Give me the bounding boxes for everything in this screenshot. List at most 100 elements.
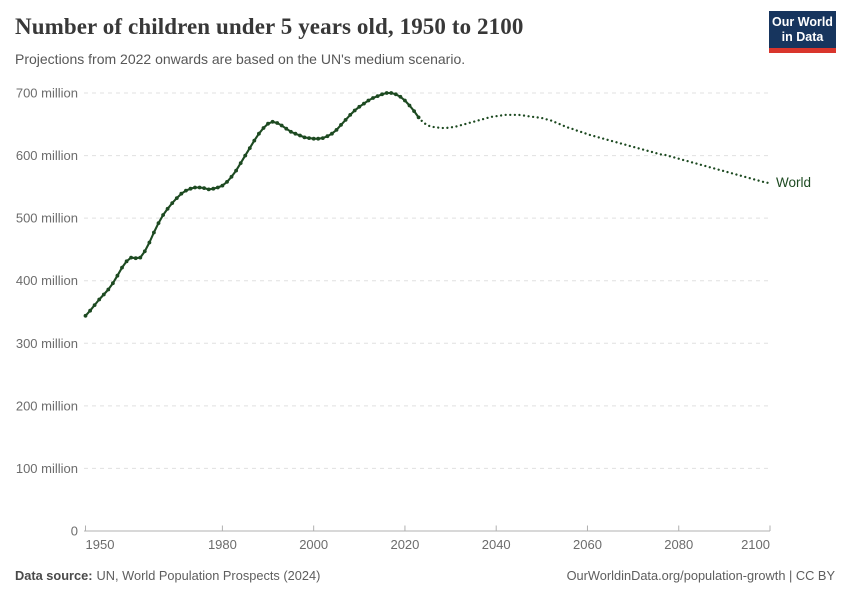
data-point-marker	[152, 230, 156, 235]
data-point-marker	[371, 96, 375, 100]
data-point-marker	[142, 249, 147, 254]
data-source-note: Data source: UN, World Population Prospec…	[15, 568, 320, 583]
data-point-marker	[298, 133, 302, 138]
data-point-marker	[412, 109, 416, 113]
data-point-marker	[320, 136, 325, 141]
data-point-marker	[279, 123, 284, 128]
data-point-marker	[161, 213, 166, 217]
data-point-marker	[261, 126, 266, 130]
data-point-marker	[124, 259, 129, 264]
data-point-marker	[348, 113, 353, 117]
y-tick-label: 100 million	[16, 461, 78, 476]
data-point-marker	[184, 188, 188, 193]
data-source-label: Data source:	[15, 568, 93, 583]
x-tick-label: 2060	[573, 537, 602, 552]
data-point-marker	[225, 180, 229, 184]
data-point-marker	[215, 185, 220, 190]
data-point-marker	[257, 131, 261, 136]
series-line-projected[interactable]	[417, 113, 772, 185]
data-point-marker	[343, 118, 348, 122]
data-point-marker	[174, 196, 179, 201]
data-point-marker	[375, 94, 380, 98]
data-point-marker	[398, 94, 403, 99]
owid-logo-line1: Our World	[772, 15, 833, 29]
data-point-marker	[101, 292, 106, 297]
data-point-marker	[111, 281, 115, 286]
data-point-marker	[97, 297, 102, 302]
x-tick-label: 2040	[482, 537, 511, 552]
data-point-marker	[380, 92, 384, 97]
data-point-marker	[352, 108, 357, 113]
data-point-marker	[330, 131, 334, 136]
data-point-marker	[165, 206, 170, 211]
data-point-marker	[339, 123, 343, 127]
data-point-marker	[188, 186, 193, 191]
owid-logo[interactable]: Our World in Data	[769, 11, 836, 53]
data-point-marker	[83, 313, 88, 318]
y-tick-label: 300 million	[16, 336, 78, 351]
data-point-marker	[234, 168, 239, 173]
owid-logo-text: Our World in Data	[769, 11, 836, 48]
data-point-marker	[243, 153, 248, 158]
data-point-marker	[362, 101, 366, 106]
data-point-marker	[106, 287, 111, 292]
data-point-marker	[156, 221, 161, 226]
page-title: Number of children under 5 years old, 19…	[15, 14, 524, 39]
data-point-marker	[289, 129, 293, 134]
data-point-marker	[197, 185, 202, 190]
data-point-marker	[147, 240, 152, 245]
x-tick-label: 1980	[208, 537, 237, 552]
data-point-marker	[211, 186, 216, 191]
chart-subtitle: Projections from 2022 onwards are based …	[15, 51, 466, 67]
data-point-marker	[307, 136, 311, 141]
chart-footer: Data source: UN, World Population Prospec…	[15, 568, 835, 583]
data-point-marker	[206, 187, 211, 192]
data-point-marker	[334, 127, 339, 132]
data-point-marker	[220, 183, 225, 188]
data-point-marker	[293, 131, 298, 136]
data-point-marker	[229, 174, 234, 179]
data-point-marker	[202, 186, 207, 191]
data-point-marker	[238, 161, 243, 166]
y-tick-label: 200 million	[16, 398, 78, 413]
data-point-marker	[138, 255, 143, 260]
data-point-marker	[120, 265, 124, 270]
data-point-marker	[403, 98, 407, 103]
data-point-marker	[302, 135, 307, 140]
data-point-marker	[366, 98, 371, 103]
y-tick-label: 600 million	[16, 148, 78, 163]
data-point-marker	[170, 201, 175, 206]
data-point-marker	[252, 138, 257, 143]
data-point-marker	[266, 121, 270, 126]
x-tick-label: 2020	[390, 537, 419, 552]
data-point-marker	[247, 146, 252, 151]
x-tick-label: 2080	[664, 537, 693, 552]
data-point-marker	[275, 121, 280, 125]
data-point-marker	[92, 303, 97, 307]
data-point-marker	[193, 185, 197, 190]
data-point-marker	[407, 103, 412, 108]
data-point-marker	[284, 126, 289, 131]
owid-logo-line2: in Data	[781, 30, 824, 44]
x-tick-label: 2100	[741, 537, 770, 552]
y-tick-label: 400 million	[16, 273, 78, 288]
data-point-marker	[133, 256, 138, 261]
data-point-marker	[384, 91, 389, 95]
data-point-marker	[115, 273, 120, 278]
data-point-marker	[393, 92, 398, 97]
data-point-marker	[88, 308, 92, 313]
data-point-marker	[179, 191, 184, 196]
data-point-marker	[325, 134, 330, 139]
data-point-marker	[389, 91, 394, 95]
y-tick-label: 500 million	[16, 211, 78, 226]
series-label-world[interactable]: World	[776, 175, 812, 190]
data-point-marker	[316, 136, 321, 141]
series-line-observed[interactable]	[84, 91, 420, 317]
data-point-marker	[311, 136, 316, 141]
data-source-value: UN, World Population Prospects (2024)	[96, 568, 321, 583]
owid-logo-accent-bar	[769, 48, 836, 53]
footer-link[interactable]: OurWorldinData.org/population-growth | C…	[566, 568, 835, 583]
y-tick-label: 0	[71, 524, 78, 539]
